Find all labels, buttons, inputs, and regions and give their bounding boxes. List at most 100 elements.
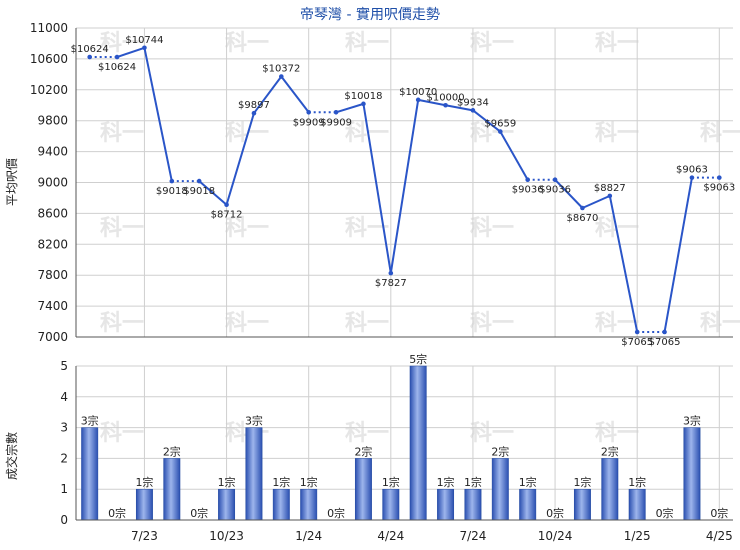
price-point-label: $10624: [98, 62, 136, 73]
volume-bar: [245, 427, 263, 521]
watermark-text: 科一: [595, 121, 639, 146]
price-line-segment: [335, 102, 364, 114]
volume-bar-label: 2宗: [163, 444, 181, 458]
price-line-segment: [198, 180, 228, 206]
price-point-label: $9659: [484, 119, 516, 130]
volume-bars: 3宗 0宗 1宗 2宗 0宗 1宗 3宗 1宗 1宗 0宗 2宗 1宗 5宗 1宗 1宗 2宗 1宗 0宗 1宗 2宗…: [81, 352, 728, 521]
watermark-text: 科一: [345, 311, 389, 336]
volume-bar: [573, 488, 591, 521]
volume-bar-label: 3宗: [683, 414, 701, 428]
watermark-text: 科一: [470, 421, 514, 446]
price-point: [361, 101, 366, 107]
price-line-segment: [389, 99, 420, 274]
price-y-tick: 8200: [37, 237, 68, 251]
watermark-text: 科一: [225, 31, 269, 56]
price-point: [717, 175, 722, 180]
price-line-segment: [225, 112, 255, 206]
volume-bar-label: 1宗: [519, 475, 537, 489]
volume-bar: [519, 488, 537, 521]
volume-bar-label: 1宗: [135, 475, 153, 489]
volume-bar-label: 1宗: [218, 475, 236, 489]
volume-bar: [300, 488, 318, 521]
volume-bar-label: 1宗: [382, 475, 400, 489]
price-point-label: $10070: [399, 87, 437, 98]
volume-bar: [163, 458, 181, 521]
x-tick-label: 4/25: [706, 529, 733, 543]
volume-bar: [382, 488, 400, 521]
volume-bar-label: 1宗: [437, 475, 455, 489]
price-line-segment: [582, 194, 611, 209]
watermark-text: 科一: [100, 311, 144, 336]
price-line-segment: [417, 98, 446, 107]
volume-y-tick: 1: [60, 482, 68, 496]
volume-bar-label: 2宗: [354, 444, 372, 458]
volume-bar: [135, 488, 153, 521]
volume-y-tick: 2: [60, 451, 68, 465]
x-tick-label: 10/24: [538, 529, 573, 543]
watermark-text: 科一: [100, 421, 144, 446]
watermark-text: 科一: [700, 121, 740, 146]
watermark-text: 科一: [225, 311, 269, 336]
price-point-label: $7065: [621, 337, 653, 348]
x-tick-label: 1/25: [624, 529, 651, 543]
price-point: [552, 177, 558, 183]
price-point-label: $10018: [344, 91, 382, 102]
volume-y-tick: 5: [60, 359, 68, 373]
price-point-label: $9018: [183, 186, 215, 197]
watermark-text: 科一: [595, 31, 639, 56]
price-point: [87, 54, 92, 60]
price-point: [634, 329, 640, 335]
price-y-tick: 9000: [37, 176, 68, 190]
price-point-label: $10372: [262, 64, 300, 75]
watermark-text: 科一: [345, 31, 389, 56]
price-y-tick: 9400: [37, 145, 68, 159]
price-line-segment: [445, 104, 474, 112]
volume-bar-label: 3宗: [245, 414, 263, 428]
price-line-segment: [362, 103, 392, 274]
watermark-text: 科一: [595, 311, 639, 336]
price-y-tick: 9800: [37, 114, 68, 128]
volume-y-tick: 3: [60, 421, 68, 435]
price-point-label: $7065: [649, 337, 681, 348]
price-point: [498, 129, 503, 134]
price-point: [196, 178, 202, 184]
price-point-label: $8670: [567, 213, 599, 224]
price-y-tick: 7800: [37, 268, 68, 282]
price-point: [333, 109, 339, 115]
price-point-label: $8712: [211, 210, 243, 221]
volume-bar-label: 1宗: [300, 475, 318, 489]
price-point-label: $10624: [71, 44, 109, 55]
price-point-label: $9909: [320, 117, 352, 128]
x-tick-label: 1/24: [295, 529, 322, 543]
price-point: [525, 177, 530, 183]
volume-bar: [628, 488, 646, 521]
price-point: [470, 108, 476, 113]
x-tick-label: 7/23: [131, 529, 158, 543]
volume-y-tick: 4: [60, 390, 68, 404]
volume-bar: [601, 458, 619, 521]
axes: [75, 28, 733, 521]
watermark-text: 科一: [700, 311, 740, 336]
volume-bar: [272, 488, 290, 521]
price-point-label: $9897: [238, 100, 270, 111]
volume-bar: [464, 488, 482, 521]
x-tick-label: 4/24: [377, 529, 404, 543]
price-line-segment: [253, 75, 283, 114]
watermark-text: 科一: [100, 31, 144, 56]
price-point: [662, 329, 667, 335]
watermark-text: 科一: [470, 31, 514, 56]
volume-bar: [683, 427, 701, 521]
price-y-tick: 10200: [30, 83, 68, 97]
volume-bar-label: 0宗: [656, 506, 674, 520]
price-y-axis-title: 平均呎價: [5, 158, 19, 206]
watermark-text: 科一: [470, 216, 514, 241]
price-point: [279, 74, 284, 79]
price-line-segment: [608, 195, 639, 333]
price-point: [251, 110, 257, 116]
price-line-segment: [554, 179, 584, 209]
watermark-text: 科一: [595, 421, 639, 446]
price-point: [169, 178, 175, 184]
price-point: [580, 205, 585, 211]
volume-bar-label: 2宗: [491, 444, 509, 458]
price-y-tick: 7400: [37, 299, 68, 313]
